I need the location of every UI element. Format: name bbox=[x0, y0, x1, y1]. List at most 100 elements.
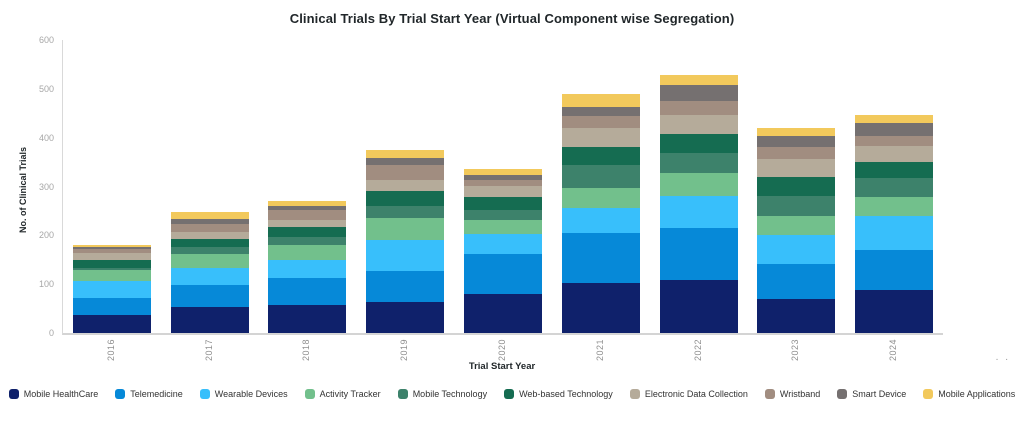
overflow-dots[interactable]: . . bbox=[995, 352, 1010, 363]
bar-segment[interactable] bbox=[464, 180, 543, 187]
bar-2021[interactable] bbox=[561, 94, 640, 333]
bar-segment[interactable] bbox=[268, 200, 347, 206]
bar-segment[interactable] bbox=[72, 270, 151, 281]
bar-segment[interactable] bbox=[464, 233, 543, 255]
bar-segment[interactable] bbox=[855, 289, 934, 333]
bar-segment[interactable] bbox=[757, 215, 836, 235]
bar-segment[interactable] bbox=[757, 298, 836, 333]
legend-item[interactable]: Mobile HealthCare bbox=[8, 389, 98, 399]
bar-segment[interactable] bbox=[464, 219, 543, 234]
bar-segment[interactable] bbox=[464, 197, 543, 211]
bar-segment[interactable] bbox=[170, 224, 249, 232]
bar-segment[interactable] bbox=[170, 284, 249, 308]
bar-segment[interactable] bbox=[170, 219, 249, 225]
bar-segment[interactable] bbox=[170, 231, 249, 239]
bar-segment[interactable] bbox=[268, 260, 347, 278]
bar-segment[interactable] bbox=[170, 246, 249, 255]
bar-segment[interactable] bbox=[855, 216, 934, 250]
bar-segment[interactable] bbox=[561, 127, 640, 147]
legend-item[interactable]: Wearable Devices bbox=[199, 389, 288, 399]
bar-segment[interactable] bbox=[366, 158, 445, 166]
bar-2022[interactable] bbox=[659, 75, 738, 333]
bar-segment[interactable] bbox=[659, 115, 738, 135]
legend-item[interactable]: Smart Device bbox=[837, 389, 906, 399]
legend-item[interactable]: Mobile Technology bbox=[397, 389, 487, 399]
bar-segment[interactable] bbox=[72, 246, 151, 250]
bar-segment[interactable] bbox=[855, 123, 934, 137]
bar-segment[interactable] bbox=[757, 195, 836, 216]
bar-segment[interactable] bbox=[464, 294, 543, 333]
bar-segment[interactable] bbox=[757, 263, 836, 299]
bar-segment[interactable] bbox=[72, 267, 151, 271]
legend-item[interactable]: Electronic Data Collection bbox=[629, 389, 748, 399]
bar-segment[interactable] bbox=[366, 206, 445, 219]
bar-segment[interactable] bbox=[659, 152, 738, 174]
bar-segment[interactable] bbox=[757, 127, 836, 136]
legend-item[interactable]: Mobile Applications bbox=[923, 389, 1015, 399]
legend-item[interactable]: Web-based Technology bbox=[504, 389, 613, 399]
bar-segment[interactable] bbox=[561, 188, 640, 208]
bar-segment[interactable] bbox=[72, 244, 151, 247]
bar-segment[interactable] bbox=[659, 84, 738, 102]
bar-segment[interactable] bbox=[170, 267, 249, 285]
bar-segment[interactable] bbox=[855, 136, 934, 147]
bar-segment[interactable] bbox=[366, 218, 445, 240]
bar-2020[interactable] bbox=[464, 169, 543, 333]
bar-segment[interactable] bbox=[268, 205, 347, 211]
bar-segment[interactable] bbox=[268, 227, 347, 237]
bar-segment[interactable] bbox=[170, 254, 249, 268]
bar-segment[interactable] bbox=[855, 161, 934, 178]
bar-segment[interactable] bbox=[561, 116, 640, 128]
bar-segment[interactable] bbox=[561, 232, 640, 283]
bar-segment[interactable] bbox=[268, 277, 347, 306]
bar-segment[interactable] bbox=[561, 165, 640, 189]
bar-segment[interactable] bbox=[72, 253, 151, 261]
bar-segment[interactable] bbox=[561, 107, 640, 117]
bar-2024[interactable] bbox=[855, 115, 934, 333]
bar-segment[interactable] bbox=[366, 191, 445, 207]
bar-segment[interactable] bbox=[757, 234, 836, 264]
bar-segment[interactable] bbox=[366, 302, 445, 333]
bar-2019[interactable] bbox=[366, 149, 445, 333]
bar-segment[interactable] bbox=[366, 149, 445, 159]
bar-segment[interactable] bbox=[170, 307, 249, 333]
bar-segment[interactable] bbox=[757, 135, 836, 147]
bar-segment[interactable] bbox=[659, 227, 738, 280]
bar-segment[interactable] bbox=[561, 208, 640, 233]
bar-segment[interactable] bbox=[757, 177, 836, 196]
legend-item[interactable]: Telemedicine bbox=[115, 389, 183, 399]
bar-segment[interactable] bbox=[757, 147, 836, 160]
bar-segment[interactable] bbox=[268, 210, 347, 220]
bar-segment[interactable] bbox=[561, 146, 640, 166]
bar-2018[interactable] bbox=[268, 200, 347, 333]
bar-segment[interactable] bbox=[72, 280, 151, 299]
bar-segment[interactable] bbox=[268, 219, 347, 228]
bar-segment[interactable] bbox=[659, 173, 738, 196]
bar-segment[interactable] bbox=[366, 270, 445, 303]
legend-item[interactable]: Activity Tracker bbox=[304, 389, 381, 399]
bar-segment[interactable] bbox=[268, 236, 347, 246]
bar-segment[interactable] bbox=[72, 314, 151, 333]
bar-segment[interactable] bbox=[72, 260, 151, 268]
bar-segment[interactable] bbox=[268, 245, 347, 261]
bar-segment[interactable] bbox=[72, 298, 151, 315]
bar-segment[interactable] bbox=[72, 249, 151, 254]
bar-segment[interactable] bbox=[855, 197, 934, 217]
bar-segment[interactable] bbox=[366, 165, 445, 180]
bar-segment[interactable] bbox=[366, 179, 445, 192]
bar-2016[interactable] bbox=[72, 244, 151, 333]
bar-segment[interactable] bbox=[366, 239, 445, 271]
bar-segment[interactable] bbox=[855, 115, 934, 124]
bar-segment[interactable] bbox=[659, 134, 738, 153]
bar-segment[interactable] bbox=[659, 75, 738, 85]
bar-segment[interactable] bbox=[659, 279, 738, 333]
bar-segment[interactable] bbox=[659, 195, 738, 228]
bar-segment[interactable] bbox=[464, 175, 543, 181]
bar-segment[interactable] bbox=[855, 146, 934, 162]
bar-segment[interactable] bbox=[855, 249, 934, 290]
bar-segment[interactable] bbox=[268, 305, 347, 333]
bar-2023[interactable] bbox=[757, 127, 836, 333]
legend-item[interactable]: Wristband bbox=[764, 389, 820, 399]
bar-segment[interactable] bbox=[170, 238, 249, 247]
bar-segment[interactable] bbox=[757, 159, 836, 178]
